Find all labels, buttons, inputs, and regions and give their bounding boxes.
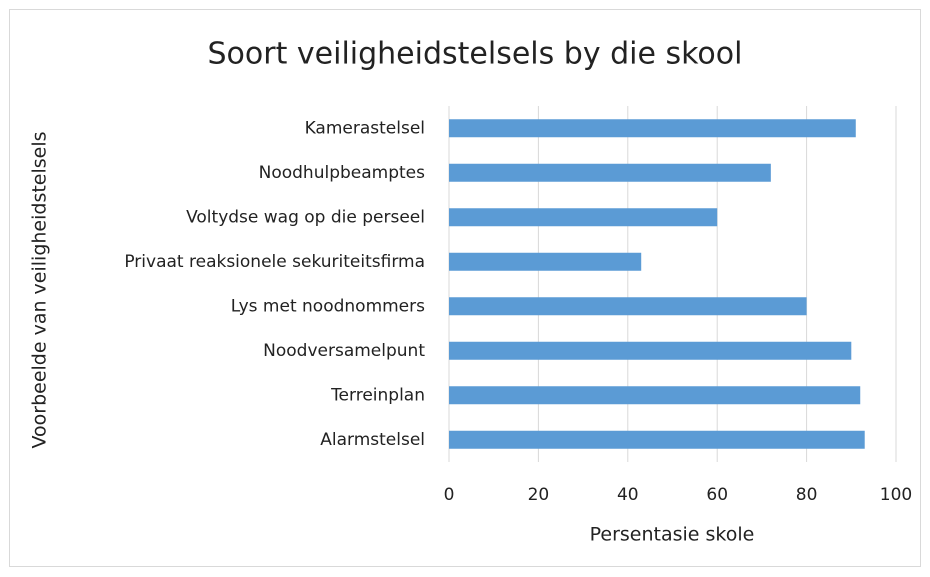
bar [449, 386, 861, 405]
bar [449, 252, 642, 271]
y-axis-label: Voorbeelde van veiligheidstelsels [29, 131, 51, 448]
y-tick-label: Lys met noodnommers [231, 296, 425, 316]
y-tick-label: Voltydse wag op die perseel [186, 207, 425, 227]
x-axis-label: Persentasie skole [590, 524, 755, 546]
y-tick-label: Noodhulpbeamptes [259, 163, 426, 183]
y-tick-label: Kamerastelsel [305, 118, 425, 138]
x-tick-label: 0 [444, 485, 455, 505]
y-tick-label: Terreinplan [330, 385, 425, 405]
chart-title: Soort veiligheidstelsels by die skool [208, 37, 743, 72]
y-tick-label: Privaat reaksionele sekuriteitsfirma [124, 252, 425, 272]
x-tick-label: 20 [528, 485, 550, 505]
x-tick-label: 60 [706, 485, 728, 505]
bar [449, 341, 852, 360]
x-tick-label: 80 [796, 485, 818, 505]
bar [449, 430, 865, 449]
chart-frame [9, 9, 921, 567]
y-tick-label: Noodversamelpunt [263, 341, 425, 361]
x-tick-label: 40 [617, 485, 639, 505]
y-tick-label: Alarmstelsel [320, 430, 425, 450]
bar [449, 119, 856, 138]
bar [449, 297, 807, 316]
x-tick-label: 100 [880, 485, 912, 505]
bar [449, 208, 718, 227]
bar [449, 163, 771, 182]
